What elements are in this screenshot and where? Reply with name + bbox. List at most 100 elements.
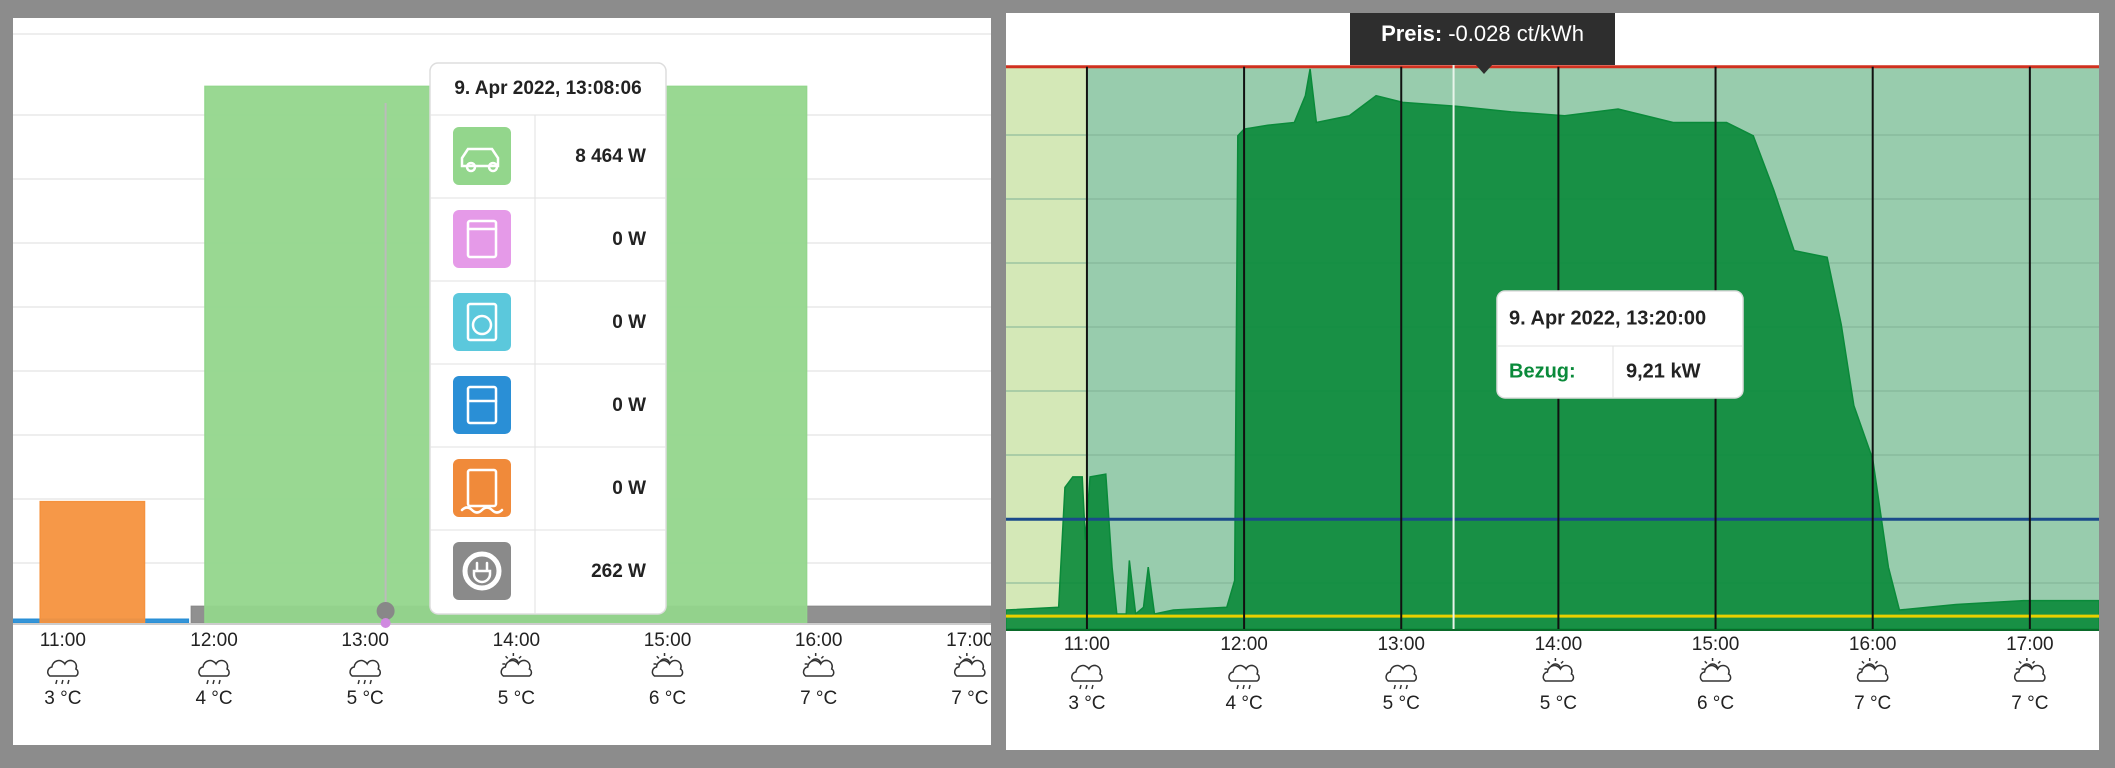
icon-glyph bbox=[466, 468, 498, 508]
cloud bbox=[2014, 664, 2046, 682]
x-tick-label: 14:00 bbox=[1535, 634, 1583, 655]
sun-ray bbox=[820, 655, 824, 659]
tooltip bbox=[1496, 290, 1744, 399]
sun-ray bbox=[958, 655, 962, 659]
rain-drop bbox=[357, 679, 360, 685]
icon-glyph bbox=[462, 551, 502, 591]
cloud bbox=[651, 659, 684, 677]
tooltip-title: 9. Apr 2022, 13:20:00 bbox=[1509, 307, 1706, 329]
rain-drop bbox=[1236, 684, 1239, 690]
rain-drop bbox=[363, 679, 366, 685]
x-tick-label: 14:00 bbox=[493, 630, 541, 651]
rain-drop bbox=[218, 679, 221, 685]
device-value: 0 W bbox=[612, 395, 646, 416]
sun-ray bbox=[1704, 660, 1708, 664]
device-value: 262 W bbox=[591, 561, 646, 582]
x-tick-label: 15:00 bbox=[1692, 634, 1740, 655]
sun-ray bbox=[807, 655, 811, 659]
icon-glyph bbox=[466, 302, 498, 342]
x-tick-label: 12:00 bbox=[190, 630, 238, 651]
temperature: 3 °C bbox=[1068, 693, 1105, 714]
device-icon bbox=[453, 210, 511, 268]
rain-drop bbox=[55, 679, 58, 685]
right-chart: 11:00 3 °C 12:00 4 °C 13:00 5 °C 14:00 5 °C 15:0… bbox=[1006, 13, 2099, 750]
cloud bbox=[47, 659, 79, 677]
device-icon bbox=[453, 293, 511, 351]
temperature: 5 °C bbox=[498, 688, 535, 709]
cloud bbox=[349, 659, 382, 677]
x-tick-label: 11:00 bbox=[1064, 634, 1110, 655]
icon-glyph bbox=[465, 161, 477, 173]
temperature: 7 °C bbox=[800, 688, 837, 709]
left-chart: 11:00 3 °C 12:00 4 °C 13:00 5 °C 14:00 5 °C 15:0… bbox=[13, 18, 991, 745]
temperature: 3 °C bbox=[44, 688, 81, 709]
rain-drop bbox=[1393, 684, 1396, 690]
x-tick-label: 12:00 bbox=[1220, 634, 1268, 655]
cloud bbox=[1385, 664, 1418, 682]
sun-ray bbox=[518, 655, 522, 659]
price-tooltip bbox=[1350, 13, 1615, 74]
rain-drop bbox=[212, 679, 215, 685]
sun-ray bbox=[1560, 660, 1564, 664]
sun-ray bbox=[1717, 660, 1721, 664]
sun-ray bbox=[1547, 660, 1551, 664]
x-tick-label: 13:00 bbox=[341, 630, 389, 651]
temperature: 7 °C bbox=[1854, 693, 1891, 714]
cloud bbox=[1856, 664, 1889, 682]
cursor-dot bbox=[380, 618, 391, 628]
sun-ray bbox=[2031, 660, 2036, 664]
temperature: 4 °C bbox=[1226, 693, 1263, 714]
tooltip-value: 9,21 kW bbox=[1626, 360, 1701, 382]
sun-ray bbox=[2018, 660, 2022, 664]
rain-drop bbox=[1405, 684, 1408, 690]
icon-glyph bbox=[472, 561, 492, 584]
device-value: 8 464 W bbox=[575, 146, 646, 167]
sun-ray bbox=[971, 655, 976, 659]
sun-ray bbox=[1861, 660, 1865, 664]
x-tick-label: 17:00 bbox=[2006, 634, 2054, 655]
temperature: 4 °C bbox=[195, 688, 232, 709]
temperature: 5 °C bbox=[1540, 693, 1577, 714]
cloud bbox=[1542, 664, 1575, 682]
x-tick-label: 15:00 bbox=[644, 630, 692, 651]
price-value: -0.028 ct/kWh bbox=[1448, 21, 1584, 46]
icon-glyph bbox=[466, 385, 498, 425]
icon-glyph bbox=[460, 506, 504, 514]
device-icon bbox=[453, 127, 511, 185]
device-icon bbox=[453, 376, 511, 434]
device-value: 0 W bbox=[612, 478, 646, 499]
tooltip-label: Bezug: bbox=[1509, 360, 1576, 382]
rain-drop bbox=[67, 679, 70, 685]
x-tick-label: 11:00 bbox=[40, 630, 86, 651]
rain-drop bbox=[1242, 684, 1245, 690]
rain-drop bbox=[1085, 684, 1088, 690]
device-value: 0 W bbox=[612, 229, 646, 250]
cloud bbox=[1071, 664, 1103, 682]
x-tick-label: 13:00 bbox=[1377, 634, 1425, 655]
rain-drop bbox=[61, 679, 64, 685]
sun-ray bbox=[656, 655, 660, 659]
sun-ray bbox=[505, 655, 509, 659]
temperature: 6 °C bbox=[649, 688, 686, 709]
price-label: Preis: bbox=[1381, 21, 1442, 46]
rain-drop bbox=[1079, 684, 1082, 690]
cloud bbox=[500, 659, 533, 677]
rain-drop bbox=[1399, 684, 1402, 690]
cursor-dot bbox=[376, 602, 395, 620]
cloud bbox=[1699, 664, 1732, 682]
icon-glyph bbox=[466, 219, 498, 259]
rain-drop bbox=[206, 679, 209, 685]
temperature: 7 °C bbox=[2011, 693, 2048, 714]
tooltip-title: 9. Apr 2022, 13:08:06 bbox=[454, 78, 641, 99]
cloud bbox=[198, 659, 230, 677]
x-tick-label: 16:00 bbox=[1849, 634, 1897, 655]
temperature: 7 °C bbox=[951, 688, 988, 709]
cloud bbox=[802, 659, 835, 677]
price-text: Preis: -0.028 ct/kWh bbox=[1381, 21, 1584, 46]
rain-drop bbox=[369, 679, 372, 685]
icon-glyph bbox=[487, 161, 499, 173]
icon-glyph bbox=[471, 314, 493, 336]
device-value: 0 W bbox=[612, 312, 646, 333]
area bbox=[39, 500, 146, 624]
